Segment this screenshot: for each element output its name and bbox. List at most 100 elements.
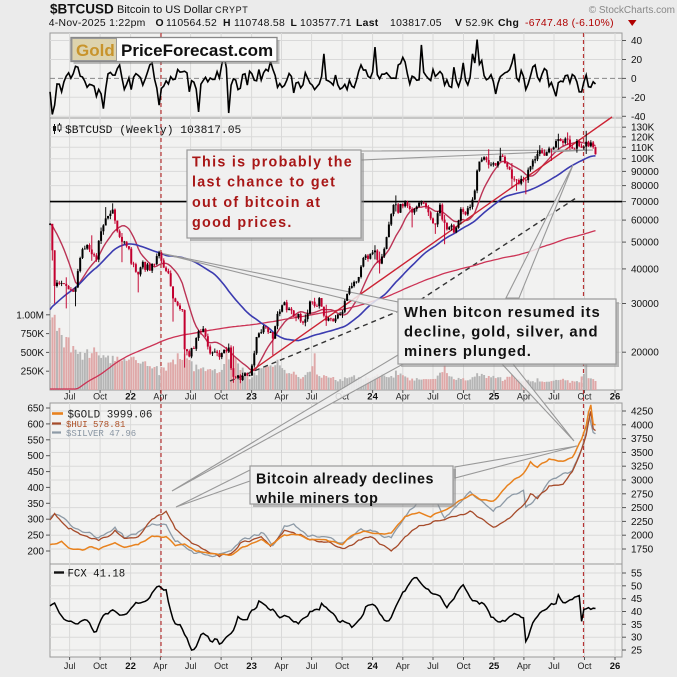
svg-text:26: 26 xyxy=(610,392,621,403)
svg-text:Jul: Jul xyxy=(185,661,197,671)
svg-text:120K: 120K xyxy=(631,132,655,143)
svg-text:out of bitcoin at: out of bitcoin at xyxy=(192,195,321,211)
svg-text:PriceForecast.com: PriceForecast.com xyxy=(121,41,273,60)
svg-text:Gold: Gold xyxy=(76,41,115,60)
svg-text:3000: 3000 xyxy=(631,476,654,487)
svg-text:Jul: Jul xyxy=(306,661,318,671)
svg-text:while miners top: while miners top xyxy=(255,491,378,507)
svg-text:$SILVER 47.96: $SILVER 47.96 xyxy=(66,429,136,439)
svg-text:Apr: Apr xyxy=(153,661,167,671)
svg-text:650: 650 xyxy=(27,404,44,415)
svg-text:250K: 250K xyxy=(21,367,45,378)
svg-text:decline, gold, silver, and: decline, gold, silver, and xyxy=(404,324,598,340)
svg-text:Oct: Oct xyxy=(456,661,471,671)
svg-text:Jul: Jul xyxy=(185,392,197,402)
svg-text:Oct: Oct xyxy=(335,661,350,671)
svg-text:50: 50 xyxy=(631,581,643,592)
svg-text:450: 450 xyxy=(27,467,44,478)
svg-text:90000: 90000 xyxy=(631,167,659,178)
svg-text:Oct: Oct xyxy=(577,661,592,671)
svg-text:550: 550 xyxy=(27,435,44,446)
svg-text:3500: 3500 xyxy=(631,448,654,459)
svg-text:$GOLD 3999.06: $GOLD 3999.06 xyxy=(68,409,153,421)
svg-text:1750: 1750 xyxy=(631,545,654,556)
svg-text:$HUI 578.81: $HUI 578.81 xyxy=(66,420,125,430)
svg-text:Bitcoin already declines: Bitcoin already declines xyxy=(256,471,434,487)
svg-text:Jul: Jul xyxy=(548,392,560,402)
svg-text:Jul: Jul xyxy=(427,661,439,671)
svg-text:Oct: Oct xyxy=(214,392,229,402)
svg-text:24: 24 xyxy=(367,661,378,672)
svg-text:26: 26 xyxy=(610,661,621,672)
svg-text:1.00M: 1.00M xyxy=(16,310,44,321)
svg-text:Jul: Jul xyxy=(427,392,439,402)
svg-text:25: 25 xyxy=(489,661,500,672)
svg-text:50000: 50000 xyxy=(631,238,659,249)
svg-text:good prices.: good prices. xyxy=(192,215,293,231)
svg-text:Apr: Apr xyxy=(274,661,288,671)
svg-text:22: 22 xyxy=(125,392,136,403)
svg-text:Apr: Apr xyxy=(153,392,167,402)
svg-text:600: 600 xyxy=(27,419,44,430)
svg-text:3250: 3250 xyxy=(631,462,654,473)
svg-text:Apr: Apr xyxy=(517,392,531,402)
svg-text:2500: 2500 xyxy=(631,503,654,514)
svg-text:30000: 30000 xyxy=(631,299,659,310)
svg-text:500K: 500K xyxy=(21,348,45,359)
svg-text:40000: 40000 xyxy=(631,264,659,275)
svg-text:4250: 4250 xyxy=(631,407,654,418)
svg-text:Bitcoin to US Dollar: Bitcoin to US Dollar xyxy=(117,4,213,16)
svg-text:100K: 100K xyxy=(631,154,655,165)
svg-text:4000: 4000 xyxy=(631,420,654,431)
svg-text:130K: 130K xyxy=(631,123,655,134)
svg-text:200: 200 xyxy=(27,547,44,558)
svg-text:70000: 70000 xyxy=(631,197,659,208)
svg-text:$BTCUSD: $BTCUSD xyxy=(50,2,114,17)
svg-text:When bitcon resumed its: When bitcon resumed its xyxy=(404,305,601,321)
svg-text:300: 300 xyxy=(27,515,44,526)
svg-text:500: 500 xyxy=(27,451,44,462)
svg-text:Oct: Oct xyxy=(93,661,108,671)
svg-text:40: 40 xyxy=(631,607,643,618)
svg-text:30: 30 xyxy=(631,633,643,644)
svg-text:750K: 750K xyxy=(21,329,45,340)
svg-text:250: 250 xyxy=(27,531,44,542)
svg-text:Jul: Jul xyxy=(64,661,76,671)
svg-text:40: 40 xyxy=(631,36,643,47)
svg-text:55: 55 xyxy=(631,569,643,580)
svg-text:This is probably the: This is probably the xyxy=(192,154,353,170)
svg-text:2250: 2250 xyxy=(631,517,654,528)
svg-text:Apr: Apr xyxy=(274,392,288,402)
svg-text:Jul: Jul xyxy=(64,392,76,402)
svg-text:Jul: Jul xyxy=(548,661,560,671)
svg-text:Oct: Oct xyxy=(93,392,108,402)
svg-text:© StockCharts.com: © StockCharts.com xyxy=(589,5,675,16)
svg-text:Oct: Oct xyxy=(456,392,471,402)
svg-text:Apr: Apr xyxy=(396,661,410,671)
svg-text:Apr: Apr xyxy=(517,661,531,671)
svg-text:2000: 2000 xyxy=(631,531,654,542)
svg-text:24: 24 xyxy=(367,392,378,403)
svg-text:last chance to get: last chance to get xyxy=(192,175,336,191)
svg-text:$BTCUSD (Weekly) 103817.05: $BTCUSD (Weekly) 103817.05 xyxy=(65,125,241,137)
svg-text:350: 350 xyxy=(27,499,44,510)
svg-text:3750: 3750 xyxy=(631,434,654,445)
svg-text:25: 25 xyxy=(489,392,500,403)
svg-text:23: 23 xyxy=(246,392,257,403)
svg-text:20: 20 xyxy=(631,55,643,66)
svg-text:20000: 20000 xyxy=(631,348,659,359)
svg-text:35: 35 xyxy=(631,620,643,631)
svg-text:60000: 60000 xyxy=(631,216,659,227)
svg-text:-20: -20 xyxy=(631,93,646,104)
svg-text:110K: 110K xyxy=(631,143,654,154)
svg-text:80000: 80000 xyxy=(631,181,659,192)
svg-text:FCX 41.18: FCX 41.18 xyxy=(68,568,126,580)
svg-text:2750: 2750 xyxy=(631,489,654,500)
svg-text:Oct: Oct xyxy=(577,392,592,402)
svg-text:Jul: Jul xyxy=(306,392,318,402)
svg-text:Oct: Oct xyxy=(214,661,229,671)
svg-text:Apr: Apr xyxy=(396,392,410,402)
svg-text:0: 0 xyxy=(631,74,637,85)
svg-text:-40: -40 xyxy=(631,112,646,123)
